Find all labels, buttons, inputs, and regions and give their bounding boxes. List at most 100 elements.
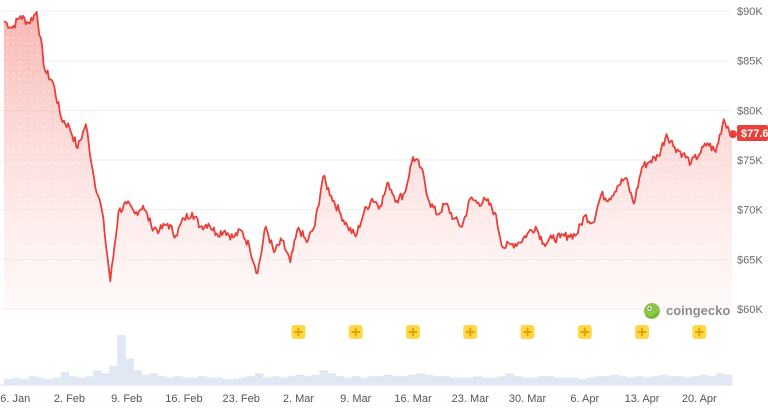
y-tick-label: $60K xyxy=(737,304,763,316)
x-tick-label: 9. Feb xyxy=(111,393,142,405)
volume-bar xyxy=(92,370,102,385)
volume-bar xyxy=(190,377,199,385)
volume-bar xyxy=(699,374,709,385)
volume-bar xyxy=(448,377,458,385)
volume-bar xyxy=(659,374,668,385)
volume-bar xyxy=(335,376,345,385)
event-marker-icon[interactable] xyxy=(520,325,535,339)
volume-bar xyxy=(408,374,418,385)
x-tick-label: 6. Apr xyxy=(570,393,599,405)
volume-bar xyxy=(586,377,595,385)
volume-bar xyxy=(222,379,231,385)
current-price-badge: $77.6 xyxy=(737,125,768,141)
volume-bar xyxy=(643,377,652,385)
volume-bar xyxy=(618,376,628,385)
x-tick-label: 2. Feb xyxy=(54,393,85,405)
x-tick-label: 16. Mar xyxy=(394,393,432,405)
volume-bar xyxy=(351,376,361,385)
volume-bar xyxy=(376,376,385,385)
volume-bar xyxy=(359,377,369,385)
volume-bar xyxy=(287,376,296,385)
current-price-badge-bg xyxy=(737,125,768,141)
x-tick-label: 20. Apr xyxy=(682,393,717,405)
coingecko-gecko-icon xyxy=(644,303,660,319)
volume-bar xyxy=(238,377,248,385)
x-tick-label: 30. Mar xyxy=(509,393,547,405)
volume-bar xyxy=(20,379,29,385)
event-marker-icon[interactable] xyxy=(577,325,592,339)
volume-bar xyxy=(416,373,426,385)
event-marker-icon[interactable] xyxy=(405,325,420,339)
volume-bar xyxy=(28,376,37,385)
volume-bar xyxy=(368,376,377,385)
price-series-line xyxy=(3,11,733,283)
volume-bar xyxy=(165,377,175,385)
event-marker-icon[interactable] xyxy=(348,325,363,339)
volume-bar xyxy=(125,358,134,385)
volume-bar xyxy=(68,376,78,385)
x-axis: 26. Jan 2. Feb 9. Feb 16. Feb 23. Feb 2. Mar 9… xyxy=(0,393,717,405)
y-tick-label: $85K xyxy=(737,56,763,68)
volume-bar xyxy=(101,373,110,385)
volume-bar xyxy=(117,335,126,385)
volume-bar xyxy=(319,370,329,385)
volume-bar xyxy=(570,377,579,385)
volume-bar xyxy=(505,373,515,385)
volume-bar xyxy=(723,374,733,385)
price-area-dots xyxy=(4,12,732,309)
volume-bar xyxy=(529,377,539,385)
volume-bar xyxy=(554,377,563,385)
event-marker-icon[interactable] xyxy=(692,325,707,339)
volume-bar xyxy=(262,377,272,385)
volume-bar xyxy=(295,374,304,385)
last-price-point xyxy=(729,130,737,139)
volume-bar xyxy=(206,377,215,385)
price-line xyxy=(3,11,737,283)
volume-bar xyxy=(392,376,401,385)
volume-bar xyxy=(634,376,644,385)
volume-bar xyxy=(578,379,587,385)
volume-bar xyxy=(60,371,70,385)
volume-bar xyxy=(400,376,409,385)
volume-bar xyxy=(311,374,320,385)
y-tick-label: $70K xyxy=(737,205,763,217)
volume-bar xyxy=(456,377,466,385)
x-tick-label: 16. Feb xyxy=(165,393,202,405)
volume-bar xyxy=(691,376,701,385)
volume-bar xyxy=(4,379,13,385)
watermark-text: coingecko xyxy=(666,303,730,318)
volume-bar xyxy=(384,374,393,385)
volume-bar xyxy=(497,376,507,385)
volume-bar xyxy=(157,376,167,385)
volume-bar xyxy=(109,365,118,385)
x-tick-label: 9. Mar xyxy=(340,393,372,405)
volume-bar xyxy=(84,376,94,385)
volume-bar xyxy=(230,379,240,385)
volume-bar xyxy=(76,377,86,385)
volume-bar xyxy=(36,377,45,385)
volume-bar xyxy=(52,377,62,385)
y-axis: $90K $85K $80K $75K $70K $65K $60K xyxy=(737,6,763,316)
x-tick-label: 26. Jan xyxy=(0,393,30,405)
volume-bar xyxy=(133,370,143,385)
volume-bar xyxy=(327,373,337,385)
event-marker-icon[interactable] xyxy=(635,325,650,339)
volume-bar xyxy=(141,374,151,385)
volume-bar xyxy=(149,373,159,385)
volume-bar xyxy=(489,377,498,385)
y-tick-label: $65K xyxy=(737,254,763,266)
volume-bar xyxy=(651,376,660,385)
volume-bar xyxy=(173,376,183,385)
volume-bar xyxy=(246,376,256,385)
event-marker-icon[interactable] xyxy=(291,325,306,339)
volume-bar xyxy=(545,376,555,385)
x-tick-label: 13. Apr xyxy=(625,393,660,405)
volume-bar xyxy=(610,374,620,385)
x-tick-label: 2. Mar xyxy=(283,393,315,405)
event-marker-icon[interactable] xyxy=(463,325,478,339)
volume-bar xyxy=(513,376,523,385)
volume-bar xyxy=(198,376,207,385)
volume-bar xyxy=(440,376,450,385)
volume-bar xyxy=(343,377,353,385)
